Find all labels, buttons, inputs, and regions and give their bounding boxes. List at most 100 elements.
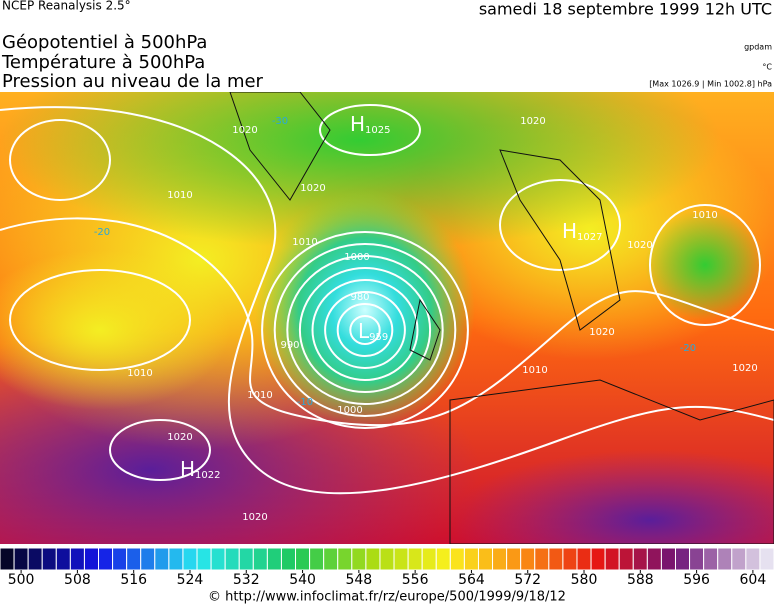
colorbar-cell (632, 547, 648, 571)
colorbar-cell (140, 547, 156, 571)
colorbar-tick-label: 508 (64, 572, 91, 588)
colorbar-cell (745, 547, 761, 571)
center-symbol: H (562, 219, 577, 243)
pressure-center: H1025 (350, 112, 391, 137)
pressure-center: H1022 (180, 457, 221, 482)
contour-label: -20 (94, 227, 110, 238)
center-value: 1025 (365, 125, 390, 136)
map (0, 92, 774, 544)
colorbar-cell (421, 547, 437, 571)
contour-label: 1020 (242, 512, 267, 523)
contour-label: 1010 (167, 190, 192, 201)
contour-label: 1020 (232, 125, 257, 136)
colorbar-cell (576, 547, 592, 571)
colorbar-cell (0, 547, 15, 571)
isobar (261, 231, 469, 429)
colorbar-cell (618, 547, 634, 571)
contour-label: 1010 (292, 237, 317, 248)
colorbar-cell (393, 547, 409, 571)
unit: °C (762, 63, 772, 72)
center-value: 1022 (195, 470, 220, 481)
pressure-center: L959 (358, 319, 388, 344)
isobar (109, 419, 211, 481)
contour-label: 980 (350, 292, 369, 303)
colorbar-cell (69, 547, 85, 571)
colorbar-cell (83, 547, 100, 571)
source: NCEP Reanalysis 2.5° (2, 0, 131, 13)
contour-label: -30 (272, 116, 288, 127)
isobar (319, 104, 421, 156)
colorbar-cell (196, 547, 212, 571)
center-symbol: H (350, 112, 365, 136)
colorbar-cell (548, 547, 564, 571)
colorbar-cell (126, 547, 142, 571)
colorbar-cell (660, 547, 676, 571)
colorbar-cell (112, 547, 128, 571)
colorbar-cell (646, 547, 662, 571)
colorbar-cell (154, 547, 170, 571)
colorbar-cell (266, 547, 282, 571)
colorbar-cell (463, 547, 479, 571)
title-line: Géopotentiel à 500hPa (2, 32, 207, 53)
colorbar-tick-label: 588 (627, 572, 654, 588)
colorbar-tick-label: 556 (402, 572, 429, 588)
isobar (336, 303, 394, 357)
colorbar-cell (492, 547, 508, 571)
colorbar-cell (295, 547, 311, 571)
contour-label: 1010 (247, 390, 272, 401)
colorbar-tick-label: 564 (458, 572, 485, 588)
colorbar-cell (182, 547, 198, 571)
colorbar-cell (731, 547, 747, 571)
colorbar-cell (520, 547, 536, 571)
title-line: Pression au niveau de la mer (2, 71, 264, 92)
colorbar-cell (759, 547, 774, 571)
colorbar-cell (41, 547, 57, 571)
colorbar-cell (534, 547, 550, 571)
unit: gpdam (744, 43, 772, 52)
colorbar-tick-label: 604 (740, 572, 767, 588)
colorbar-cell (55, 547, 71, 571)
colorbar-cell (562, 547, 578, 571)
colorbar-cell (252, 547, 268, 571)
colorbar-cell (337, 547, 353, 571)
contour-label: 1020 (732, 363, 757, 374)
colorbar-cell (674, 547, 691, 571)
contour-label: 1020 (589, 327, 614, 338)
colorbar-tick-label: 572 (514, 572, 541, 588)
contour-label: 1010 (522, 365, 547, 376)
center-value: 959 (369, 332, 388, 343)
footer: © http://www.infoclimat.fr/rz/europe/500… (208, 590, 566, 605)
colorbar-cell (717, 547, 733, 571)
contour-label: -20 (680, 343, 696, 354)
isobar (0, 106, 774, 495)
colorbar-tick-label: 532 (233, 572, 260, 588)
colorbar-cell (210, 547, 226, 571)
colorbar-tick-label: 548 (345, 572, 372, 588)
pressure-center: H1027 (562, 219, 603, 244)
colorbar-tick-label: 524 (177, 572, 204, 588)
colorbar-cell (280, 547, 297, 571)
contour-label: 1010 (127, 368, 152, 379)
colorbar-cell (407, 547, 423, 571)
title-line: Température à 500hPa (1, 52, 205, 73)
isobar (499, 179, 621, 271)
colorbar-tick-label: 540 (289, 572, 316, 588)
colorbar-cell (365, 547, 381, 571)
center-value: 1027 (577, 232, 602, 243)
colorbar-cell (506, 547, 522, 571)
isobar (311, 279, 419, 381)
colorbar-cell (13, 547, 29, 571)
isobar (349, 315, 381, 345)
colorbar-cell (224, 547, 240, 571)
colorbar-cell (379, 547, 395, 571)
isobar (9, 269, 191, 371)
date: samedi 18 septembre 1999 12h UTC (479, 0, 772, 19)
unit: [Max 1026.9 | Min 1002.8] hPa (649, 80, 772, 89)
contour-label: 1000 (337, 405, 362, 416)
colorbar-cell (309, 547, 325, 571)
isobar (286, 255, 444, 405)
contour-label: 1020 (300, 183, 325, 194)
colorbar-cell (477, 547, 494, 571)
colorbar-cell (238, 547, 254, 571)
center-symbol: H (180, 457, 195, 481)
